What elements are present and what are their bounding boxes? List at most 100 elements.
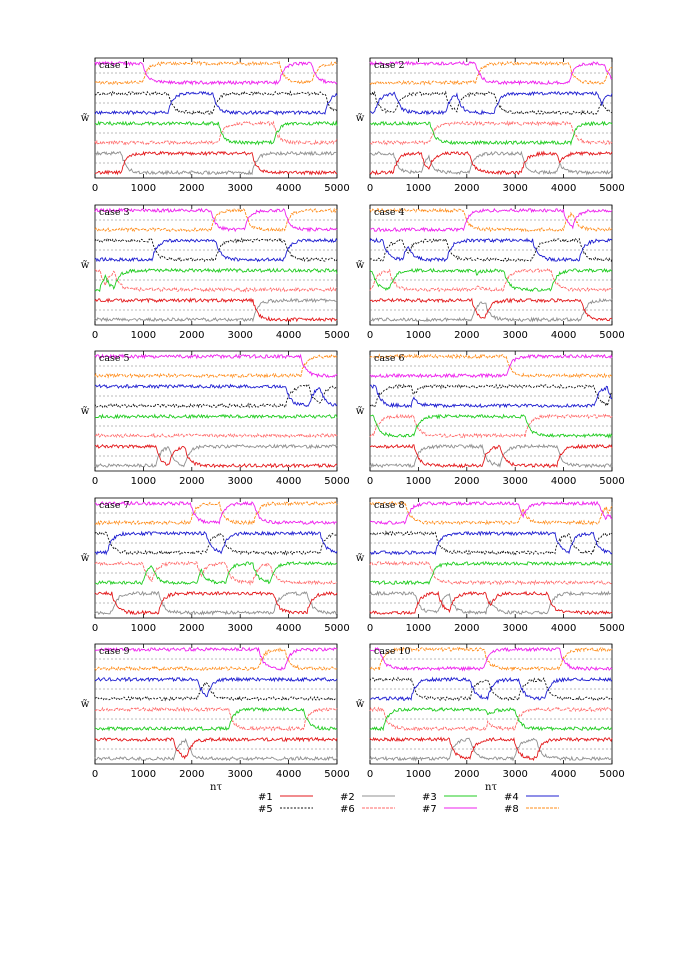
legend-label: #6 (340, 804, 355, 815)
series-line-s3 (94, 120, 338, 146)
series-line-s7 (369, 647, 613, 672)
series-line-s2 (369, 443, 613, 469)
series-line-s5 (369, 90, 613, 116)
series-line-s7 (369, 500, 613, 526)
x-tick-label: 3000 (227, 769, 252, 780)
series-line-s1 (94, 590, 338, 616)
series-line-s7 (94, 207, 338, 233)
series-line-s8 (369, 646, 613, 672)
series-line-s3 (369, 267, 613, 292)
y-axis-label: w̃ (81, 699, 90, 710)
plot-frame (369, 497, 613, 619)
series-line-s3 (369, 560, 613, 586)
x-tick-label: 5000 (324, 769, 349, 780)
series-line-s8 (369, 501, 613, 526)
series-line-s6 (369, 268, 613, 293)
series-line-s1 (94, 297, 338, 323)
series-line-s1 (94, 150, 338, 176)
x-axis-label: nτ (485, 782, 497, 793)
panel-title: case 4 (374, 207, 405, 218)
series-line-s1 (94, 736, 338, 760)
y-axis-label: w̃ (356, 406, 365, 417)
series-line-s2 (94, 590, 338, 616)
x-tick-label: 4000 (276, 330, 301, 341)
plot-frame (94, 497, 338, 619)
series-line-s6 (94, 120, 338, 146)
series-line-s3 (369, 120, 613, 146)
x-tick-label: 1000 (131, 769, 156, 780)
series-line-s6 (369, 560, 613, 586)
panel-case-9: 0 1000 2000 3000 4000 5000 case 9 w̃ nτ (81, 643, 350, 793)
panel-title: case 3 (99, 207, 130, 218)
series-line-s5 (369, 383, 613, 408)
series-line-s1 (369, 443, 613, 469)
legend-label: #3 (422, 792, 437, 803)
y-axis-label: w̃ (81, 113, 90, 124)
panel-title: case 2 (374, 60, 405, 71)
legend-label: #1 (258, 792, 273, 803)
y-axis-label: w̃ (356, 260, 365, 271)
series-line-s4 (94, 90, 338, 116)
x-tick-label: 4000 (551, 476, 576, 487)
x-tick-label: 2000 (454, 330, 479, 341)
series-line-s8 (369, 207, 613, 233)
series-line-s6 (369, 120, 613, 146)
x-axis-label: nτ (210, 782, 222, 793)
series-line-s4 (94, 530, 338, 556)
series-line-s3 (369, 706, 612, 732)
series-line-s2 (94, 297, 338, 323)
legend-label: #5 (258, 804, 273, 815)
x-tick-label: 4000 (276, 769, 301, 780)
x-tick-label: 0 (92, 476, 98, 487)
x-tick-label: 3000 (502, 183, 527, 194)
y-axis-label: w̃ (81, 406, 90, 417)
x-tick-label: 4000 (276, 476, 301, 487)
panel-case-6: 0 1000 2000 3000 4000 5000 case 6 w̃ (356, 350, 625, 487)
x-tick-label: 4000 (276, 183, 301, 194)
series-line-s4 (369, 90, 613, 116)
y-axis-label: w̃ (81, 260, 90, 271)
plot-frame (94, 643, 338, 765)
series-line-s7 (94, 500, 338, 525)
panel-title: case 9 (99, 646, 130, 657)
series-line-s1 (369, 736, 613, 761)
x-tick-label: 0 (367, 183, 373, 194)
series-line-s7 (369, 207, 613, 233)
x-tick-label: 5000 (599, 476, 624, 487)
x-tick-label: 1000 (131, 476, 156, 487)
series-line-s5 (94, 384, 338, 409)
series-line-s6 (94, 560, 338, 586)
x-tick-label: 5000 (599, 769, 624, 780)
series-line-s6 (94, 269, 338, 293)
series-line-s5 (369, 237, 613, 262)
x-tick-label: 5000 (324, 183, 349, 194)
series-line-s5 (94, 90, 338, 116)
series-line-s4 (369, 237, 613, 263)
series-line-s8 (94, 500, 338, 526)
series-line-s2 (369, 590, 613, 615)
x-tick-label: 2000 (179, 183, 204, 194)
series-line-s7 (94, 353, 338, 378)
series-line-s5 (94, 681, 338, 702)
x-tick-label: 2000 (454, 476, 479, 487)
x-tick-label: 2000 (454, 623, 479, 634)
x-tick-label: 1000 (406, 183, 431, 194)
series-line-s8 (369, 60, 613, 86)
series-line-s3 (94, 413, 338, 420)
x-tick-label: 0 (367, 476, 373, 487)
series-line-s2 (369, 297, 613, 323)
x-tick-label: 5000 (324, 330, 349, 341)
panel-case-2: 0 1000 2000 3000 4000 5000 case 2 w̃ (356, 57, 625, 194)
x-tick-label: 0 (92, 769, 98, 780)
x-tick-label: 3000 (227, 330, 252, 341)
series-line-s2 (369, 737, 613, 762)
x-tick-label: 0 (92, 623, 98, 634)
series-line-s2 (94, 150, 338, 176)
y-axis-label: w̃ (356, 553, 365, 564)
plot-frame (94, 57, 338, 179)
x-tick-label: 4000 (551, 623, 576, 634)
x-tick-label: 1000 (406, 769, 431, 780)
series-line-s5 (94, 531, 338, 556)
x-tick-label: 1000 (131, 330, 156, 341)
x-tick-label: 2000 (179, 623, 204, 634)
